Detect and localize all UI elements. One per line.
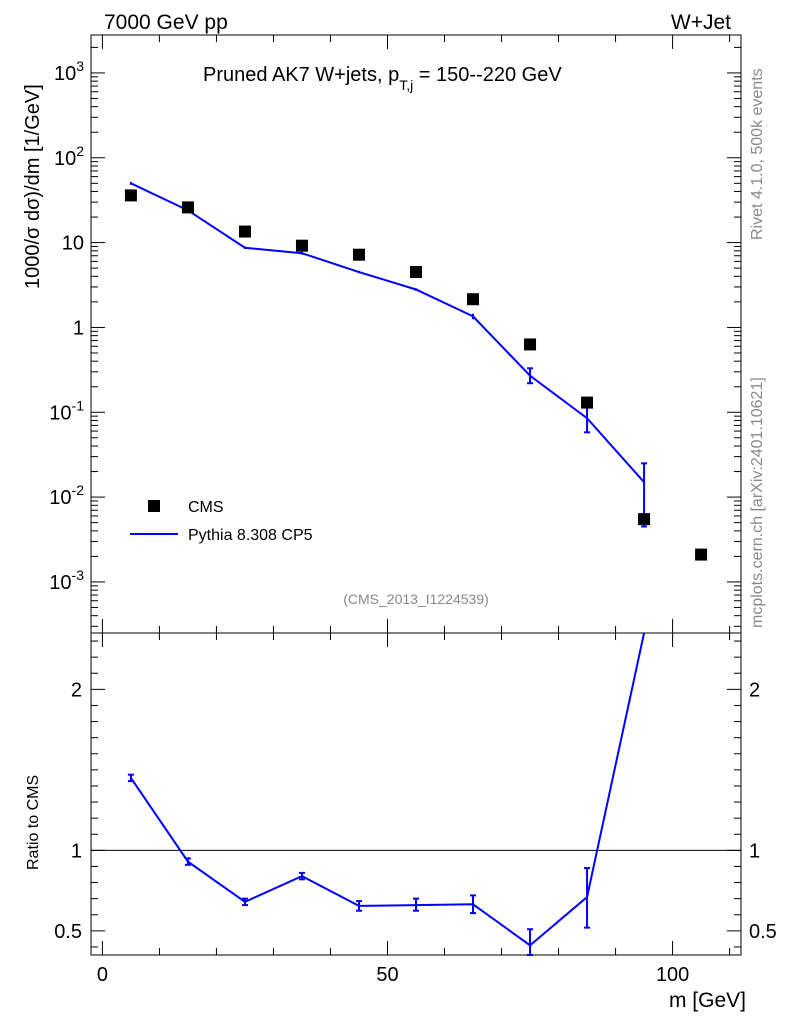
ratio-axis-ticks xyxy=(91,633,741,955)
legend-pythia-label: Pythia 8.308 CP5 xyxy=(188,527,313,544)
cms-data-point xyxy=(581,396,594,409)
main-ytick-base: 10 xyxy=(62,233,84,255)
ratio-ytick-label-right: 1 xyxy=(749,840,760,862)
main-ytick-base: 10 xyxy=(49,572,71,594)
main-title: Pruned AK7 W+jets, pT,j = 150--220 GeV xyxy=(203,64,562,93)
ratio-y-axis-label: Ratio to CMS xyxy=(25,775,42,870)
xtick-label: 50 xyxy=(376,964,398,986)
cms-data-point xyxy=(352,248,365,261)
main-title-subscript: T,j xyxy=(399,77,413,93)
x-axis-label: m [GeV] xyxy=(669,989,746,1012)
main-title-suffix: = 150--220 GeV xyxy=(413,64,562,86)
main-ytick-label: 10-2 xyxy=(49,482,84,509)
main-ytick-base: 10 xyxy=(49,402,71,424)
main-axis-ticks xyxy=(91,35,741,633)
ratio-ytick-label-right: 2 xyxy=(749,679,760,701)
mcplots-label: mcplots.cern.ch [arXiv:2401.10621] xyxy=(749,377,766,628)
legend: CMS Pythia 8.308 CP5 xyxy=(130,499,313,544)
main-ytick-label: 10 xyxy=(62,233,84,255)
main-mc-line xyxy=(130,182,645,483)
ratio-ytick-label-left: 1 xyxy=(71,840,82,862)
main-y-axis-label: 1000/σ dσ)/dm [1/GeV] xyxy=(22,84,44,289)
main-data-series xyxy=(124,189,708,561)
main-title-text: Pruned AK7 W+jets, p xyxy=(203,64,399,86)
main-ytick-base: 10 xyxy=(49,487,71,509)
main-mc-series xyxy=(129,181,648,528)
ratio-ytick-label-left: 0.5 xyxy=(54,921,82,943)
main-ytick-base: 1 xyxy=(73,317,84,339)
cms-data-point xyxy=(467,293,480,306)
main-ytick-exponent: -2 xyxy=(72,482,85,498)
rivet-label: Rivet 4.1.0, 500k events xyxy=(749,68,766,240)
main-ytick-label: 10-1 xyxy=(49,397,84,424)
cms-data-point xyxy=(181,201,194,214)
header-left: 7000 GeV pp xyxy=(104,11,228,34)
main-ytick-exponent: 2 xyxy=(76,143,84,159)
cms-data-point xyxy=(295,239,308,252)
ratio-panel: 0.5 0.5 1 1 2 2 0 50 100 Ratio to CMS m [GeV] xyxy=(25,632,777,1012)
cms-data-point xyxy=(238,225,251,238)
cms-data-point xyxy=(124,189,137,202)
main-ytick-exponent: -1 xyxy=(72,397,85,413)
main-ytick-label: 103 xyxy=(54,58,84,85)
main-ytick-exponent: 3 xyxy=(76,58,84,74)
ratio-mc-line xyxy=(130,632,646,947)
main-ytick-base: 10 xyxy=(54,63,76,85)
cms-data-point xyxy=(524,338,537,351)
main-ytick-label: 1 xyxy=(73,317,84,339)
ratio-mc-series xyxy=(127,632,646,956)
legend-cms-label: CMS xyxy=(188,499,224,516)
main-ytick-label: 10-3 xyxy=(49,567,84,594)
ratio-frame xyxy=(90,632,742,956)
cms-data-point xyxy=(695,548,708,561)
cms-data-point xyxy=(410,266,422,279)
main-ytick-label: 102 xyxy=(54,143,84,170)
ratio-ytick-label-right: 0.5 xyxy=(749,921,777,943)
analysis-watermark: (CMS_2013_I1224539) xyxy=(343,591,489,607)
ratio-ytick-label-left: 2 xyxy=(71,679,82,701)
cms-data-point xyxy=(638,513,651,526)
header-right: W+Jet xyxy=(671,11,731,34)
xtick-label: 0 xyxy=(97,964,108,986)
main-ytick-base: 10 xyxy=(54,148,76,170)
main-ytick-exponent: -3 xyxy=(72,567,85,583)
xtick-label: 100 xyxy=(656,964,689,986)
ratio-tick-labels: 0.5 0.5 1 1 2 2 0 50 100 xyxy=(54,679,777,986)
legend-cms-marker xyxy=(148,500,160,512)
